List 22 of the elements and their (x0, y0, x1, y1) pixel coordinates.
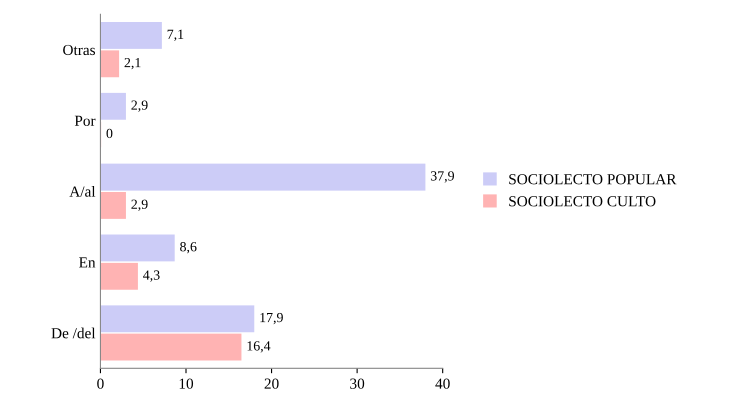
y-tick-label: Por (74, 116, 96, 126)
data-label: 17,9 (260, 312, 283, 324)
x-tick-label: 0 (97, 378, 104, 389)
data-label: 37,9 (430, 171, 454, 183)
x-tick-label: 20 (264, 378, 279, 389)
data-label: 4,3 (143, 270, 160, 282)
legend-label: SOCIOLECTO CULTO (509, 196, 656, 206)
x-tick-label: 40 (435, 378, 450, 389)
x-tick-label: 30 (350, 378, 364, 389)
data-label: 7,1 (168, 30, 184, 41)
y-tick-label: En (79, 257, 96, 268)
data-label: 2,9 (131, 100, 148, 112)
data-label: 16,4 (248, 341, 270, 353)
y-tick-label: Otras (63, 44, 96, 56)
legend-label: SOCIOLECTO POPULAR (509, 174, 676, 184)
x-tick-label: 10 (180, 378, 194, 389)
data-label: 2,9 (131, 200, 148, 211)
data-label: 0 (106, 128, 112, 138)
y-tick-label: A/al (69, 186, 96, 197)
data-label: 8,6 (180, 242, 197, 254)
data-label: 2,1 (124, 58, 140, 70)
y-tick-label: De /del (51, 328, 96, 338)
